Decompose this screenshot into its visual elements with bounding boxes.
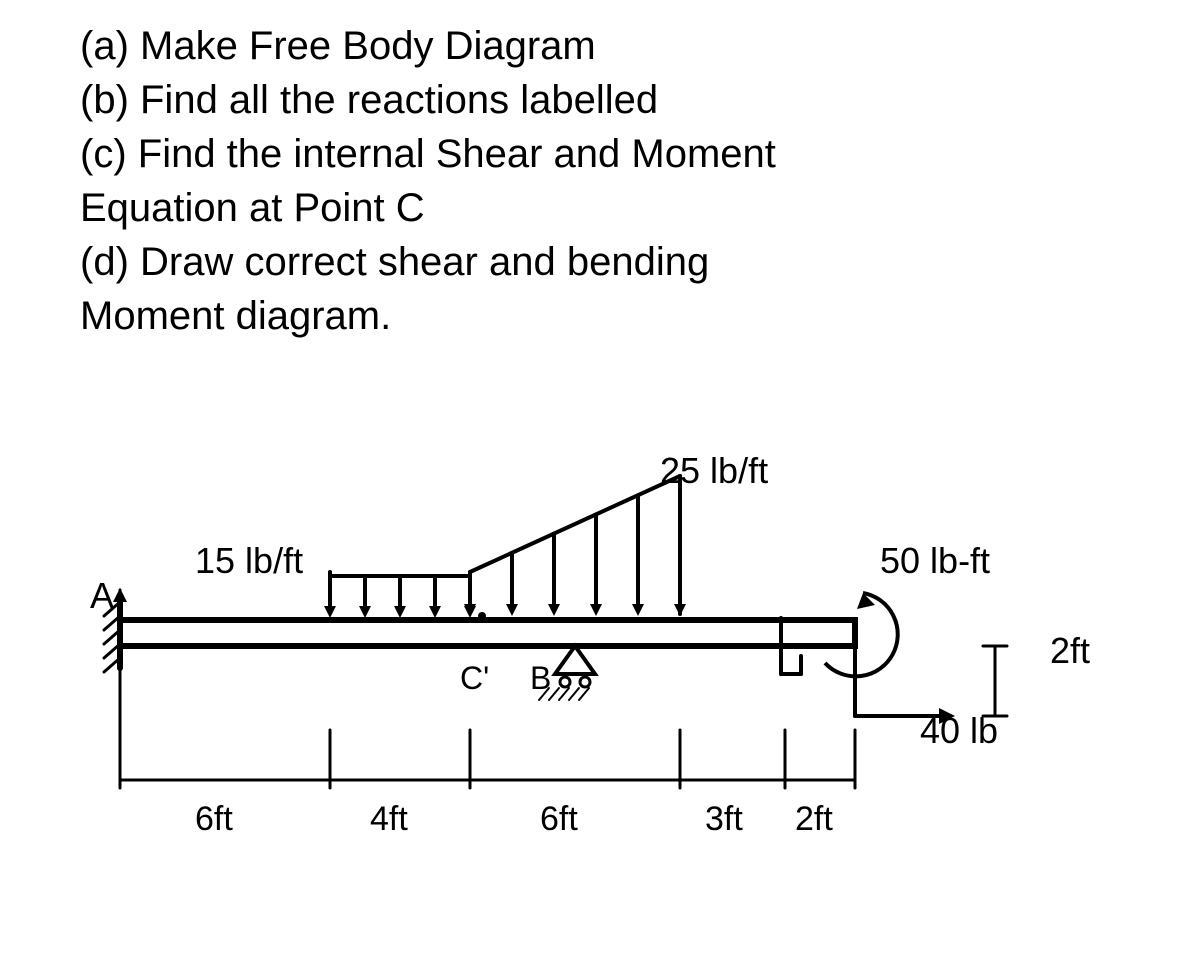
- line-d1: (d) Draw correct shear and bending: [80, 236, 980, 288]
- line-c2: Equation at Point C: [80, 182, 980, 234]
- dim-4: 3ft: [705, 800, 743, 839]
- dim-1: 6ft: [195, 800, 233, 839]
- dim-5: 2ft: [795, 800, 833, 839]
- dim-2: 4ft: [370, 800, 408, 839]
- beam-svg: [40, 440, 1160, 920]
- line-a: (a) Make Free Body Diagram: [80, 20, 980, 72]
- beam-diagram: 25 lb/ft 15 lb/ft 50 lb-ft 40 lb 2ft A C…: [40, 440, 1160, 920]
- line-c1: (c) Find the internal Shear and Moment: [80, 128, 980, 180]
- dim-3: 6ft: [540, 800, 578, 839]
- line-d2: Moment diagram.: [80, 290, 980, 342]
- problem-statement: (a) Make Free Body Diagram (b) Find all …: [80, 20, 980, 344]
- page: (a) Make Free Body Diagram (b) Find all …: [0, 0, 1200, 954]
- line-b: (b) Find all the reactions labelled: [80, 74, 980, 126]
